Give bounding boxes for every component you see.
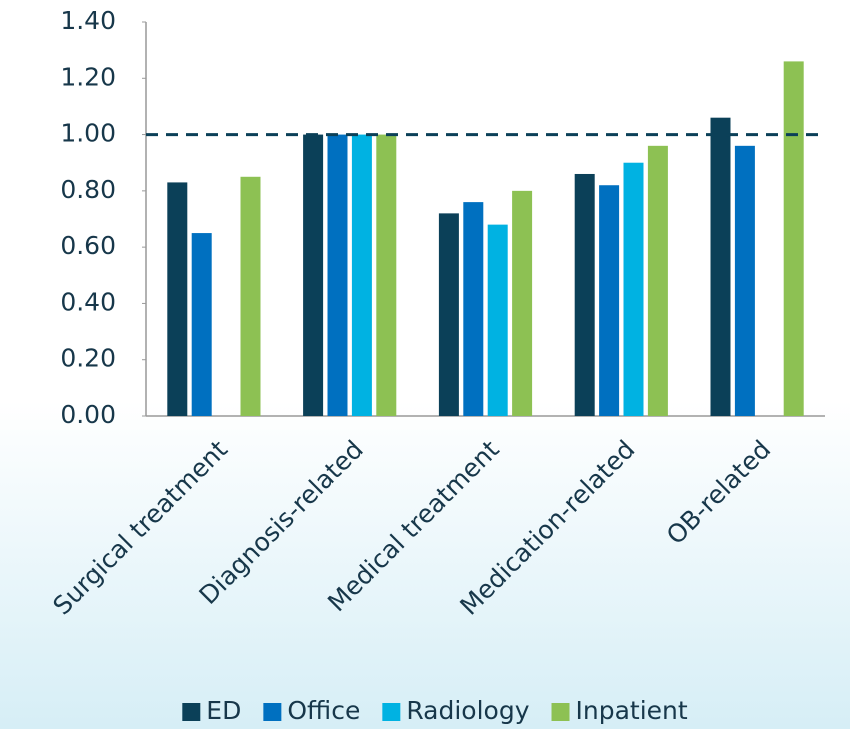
y-tick-label: 1.00 xyxy=(60,119,116,148)
legend-swatch xyxy=(182,703,201,721)
legend-swatch xyxy=(263,703,282,721)
y-tick-label: 1.20 xyxy=(60,62,116,91)
bar xyxy=(599,185,620,416)
bar xyxy=(647,145,668,417)
bar xyxy=(351,134,372,417)
bar xyxy=(167,182,188,416)
bar xyxy=(376,134,397,417)
y-tick-label: 0.80 xyxy=(60,175,116,204)
bar xyxy=(623,162,644,416)
bar xyxy=(463,202,484,416)
legend-label: Office xyxy=(287,696,360,725)
legend-swatch xyxy=(551,703,570,721)
y-tick-label: 0.00 xyxy=(60,400,116,429)
bar xyxy=(303,134,324,417)
bar xyxy=(327,134,348,417)
y-tick-label: 1.40 xyxy=(60,6,116,35)
y-tick-label: 0.40 xyxy=(60,287,116,316)
bar xyxy=(710,117,731,416)
legend-label: ED xyxy=(206,696,241,725)
bar xyxy=(487,224,508,416)
bar xyxy=(191,233,212,416)
legend-label: Inpatient xyxy=(576,696,688,725)
y-tick-label: 0.20 xyxy=(60,344,116,373)
y-tick-label: 0.60 xyxy=(60,231,116,260)
bar xyxy=(574,173,595,416)
legend: ED Office Radiology Inpatient xyxy=(182,696,688,725)
bar xyxy=(512,190,533,416)
bar xyxy=(240,176,261,416)
legend-swatch xyxy=(382,703,401,721)
legend-label: Radiology xyxy=(406,696,529,725)
bar xyxy=(438,213,459,416)
bar xyxy=(783,61,804,417)
bar xyxy=(734,145,755,417)
